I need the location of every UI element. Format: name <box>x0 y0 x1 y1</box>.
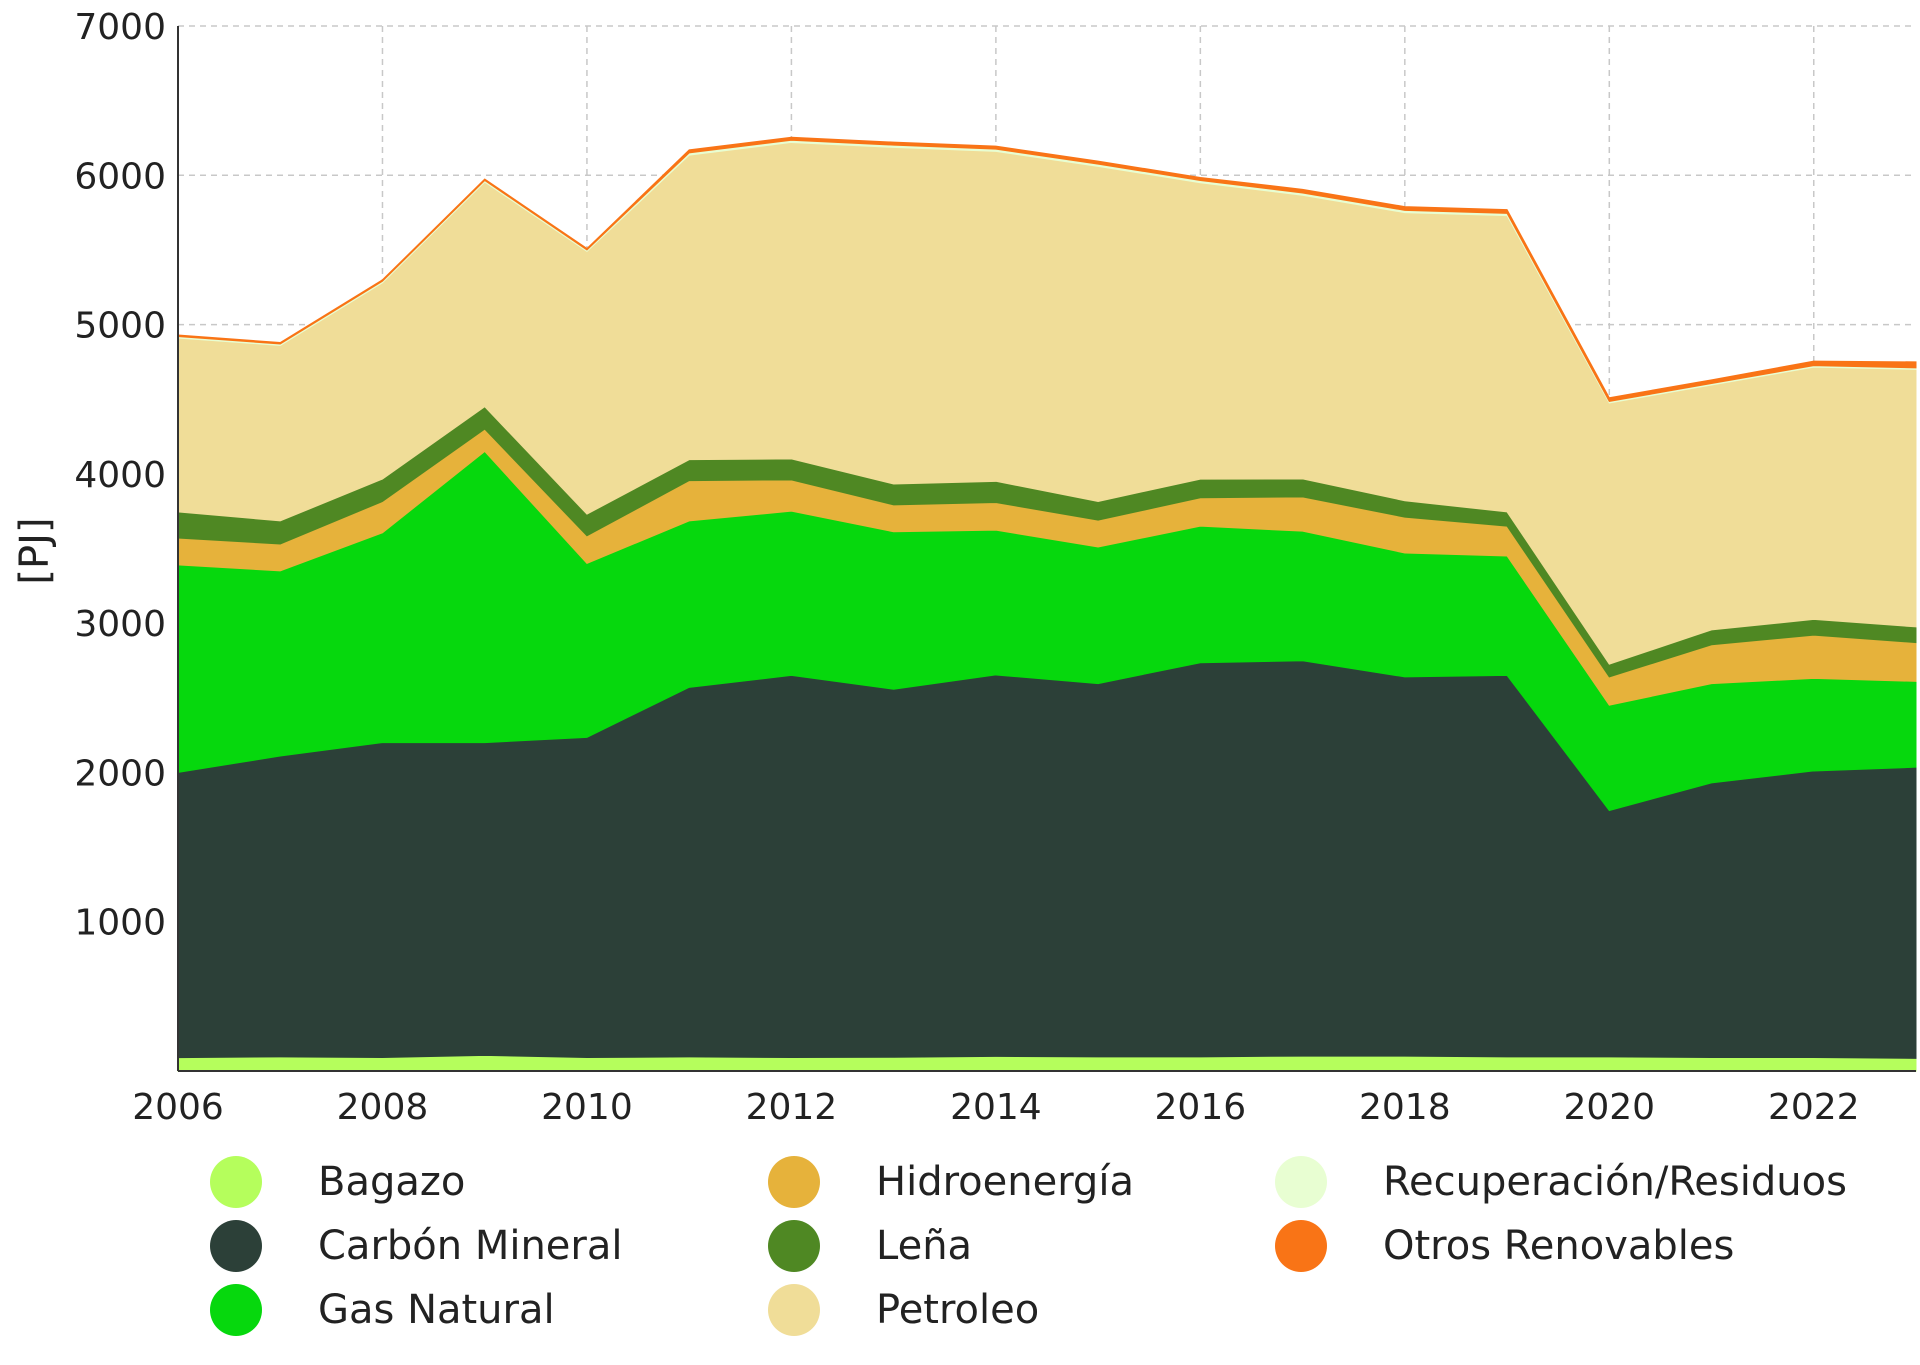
x-tick-label: 2018 <box>1359 1087 1451 1128</box>
legend-label: Leña <box>876 1223 973 1269</box>
axes <box>177 26 1916 1072</box>
area-otros-renovables <box>177 136 1917 403</box>
x-tick-label: 2014 <box>950 1087 1042 1128</box>
legend-item: Hidroenergía <box>768 1150 1134 1214</box>
y-tick-label: 3000 <box>74 604 166 645</box>
legend: Bagazo Carbón Mineral Gas Natural Hidroener… <box>210 1150 1910 1350</box>
legend-label: Recuperación/Residuos <box>1383 1159 1847 1205</box>
legend-label: Bagazo <box>318 1159 466 1205</box>
x-tick-label: 2010 <box>541 1087 633 1128</box>
x-tick-label: 2006 <box>132 1087 224 1128</box>
legend-item: Petroleo <box>768 1278 1039 1342</box>
y-tick-label: 4000 <box>74 455 166 496</box>
legend-item: Carbón Mineral <box>210 1214 622 1278</box>
tick-labels: 2006 2008 2010 2012 2014 2016 2018 2020 2022 1000… <box>74 7 1859 1128</box>
legend-label: Hidroenergía <box>876 1159 1134 1205</box>
y-tick-label: 7000 <box>74 7 166 48</box>
legend-swatch <box>210 1156 262 1208</box>
legend-item: Leña <box>768 1214 972 1278</box>
legend-swatch <box>210 1220 262 1272</box>
y-tick-label: 2000 <box>74 753 166 794</box>
legend-item: Bagazo <box>210 1150 465 1214</box>
legend-label: Otros Renovables <box>1383 1223 1735 1269</box>
y-tick-label: 1000 <box>74 903 166 944</box>
legend-label: Gas Natural <box>318 1287 555 1333</box>
x-tick-label: 2022 <box>1768 1087 1860 1128</box>
legend-swatch <box>768 1220 820 1272</box>
x-tick-label: 2012 <box>746 1087 838 1128</box>
y-tick-label: 5000 <box>74 306 166 347</box>
legend-item: Recuperación/Residuos <box>1275 1150 1847 1214</box>
areas <box>177 136 1917 1072</box>
legend-label: Petroleo <box>876 1287 1040 1333</box>
legend-item: Gas Natural <box>210 1278 555 1342</box>
legend-swatch <box>1275 1156 1327 1208</box>
legend-label: Carbón Mineral <box>318 1223 623 1269</box>
legend-item: Otros Renovables <box>1275 1214 1734 1278</box>
legend-swatch <box>1275 1220 1327 1272</box>
x-tick-label: 2008 <box>337 1087 429 1128</box>
x-tick-label: 2020 <box>1563 1087 1655 1128</box>
legend-swatch <box>768 1156 820 1208</box>
legend-swatch <box>210 1284 262 1336</box>
legend-swatch <box>768 1284 820 1336</box>
x-tick-label: 2016 <box>1155 1087 1247 1128</box>
y-axis-label: [PJ] <box>12 517 58 584</box>
y-tick-label: 6000 <box>74 156 166 197</box>
area-bagazo <box>177 1054 1917 1072</box>
